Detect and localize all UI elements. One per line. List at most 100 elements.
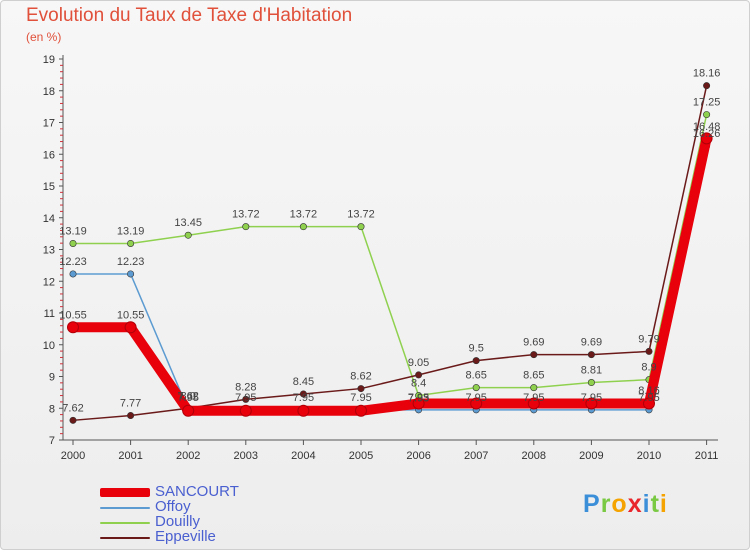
data-point-eppeville <box>415 371 423 379</box>
series-line-sancourt <box>68 133 712 416</box>
data-point-sancourt <box>182 404 195 417</box>
logo-letter: o <box>611 490 628 518</box>
data-label: 13.19 <box>117 225 145 237</box>
legend-item-sancourt: SANCOURT <box>100 484 340 500</box>
x-tick-label: 2000 <box>61 450 85 462</box>
data-point-douilly <box>357 223 365 231</box>
data-point-sancourt <box>239 404 252 417</box>
data-label: 9.69 <box>523 337 544 349</box>
y-tick-label: 19 <box>43 54 55 66</box>
data-point-sancourt <box>527 397 540 410</box>
data-label: 17.25 <box>693 97 721 109</box>
y-tick-label: 15 <box>43 181 55 193</box>
data-label: 10.55 <box>117 309 145 321</box>
data-label: 7.77 <box>120 398 141 410</box>
x-tick-label: 2010 <box>637 450 661 462</box>
data-point-eppeville <box>472 357 480 365</box>
data-label: 8.81 <box>581 365 602 377</box>
data-label: 9.5 <box>469 343 484 355</box>
data-label: 7.95 <box>350 392 371 404</box>
legend-label: SANCOURT <box>155 483 239 500</box>
data-label: 8.16 <box>638 385 659 397</box>
legend-swatch <box>100 488 150 497</box>
data-label: 8.65 <box>523 370 544 382</box>
y-tick-label: 16 <box>43 149 55 161</box>
data-label: 7.95 <box>465 392 486 404</box>
data-point-eppeville <box>530 351 538 359</box>
series-line-douilly <box>72 113 708 397</box>
data-point-sancourt <box>297 404 310 417</box>
legend-item-offoy: Offoy <box>100 499 340 515</box>
data-label: 13.72 <box>290 209 318 221</box>
data-label: 8.4 <box>411 378 426 390</box>
x-tick-label: 2006 <box>406 450 430 462</box>
chart-title: Evolution du Taux de Taxe d'Habitation <box>26 5 353 26</box>
data-label: 13.19 <box>59 225 87 237</box>
data-point-sancourt <box>643 397 655 410</box>
data-point-eppeville <box>242 395 250 403</box>
series-line-eppeville <box>72 84 708 422</box>
data-point-eppeville <box>299 390 307 398</box>
data-point-sancourt <box>585 397 598 410</box>
data-point-eppeville <box>357 385 365 393</box>
x-tick-label: 2004 <box>291 450 315 462</box>
data-label: 7.62 <box>177 390 198 402</box>
data-point-douilly <box>703 111 711 119</box>
data-label: 10.55 <box>59 309 87 321</box>
data-point-douilly <box>472 384 480 392</box>
data-label: 9.05 <box>408 357 429 369</box>
data-label: 7.95 <box>408 392 429 404</box>
data-label: 8.65 <box>465 370 486 382</box>
data-label: 16.26 <box>693 128 721 140</box>
series-line-offoy <box>72 145 708 411</box>
data-label: 12.23 <box>117 256 145 268</box>
legend-label: Offoy <box>155 498 191 515</box>
legend-item-eppeville: Eppeville <box>100 529 340 545</box>
data-label: 8.45 <box>293 376 314 388</box>
data-point-douilly <box>587 379 595 387</box>
data-label: 18.16 <box>693 68 721 80</box>
data-point-douilly <box>530 384 538 392</box>
data-point-douilly <box>242 223 250 231</box>
y-tick-label: 18 <box>43 86 55 98</box>
data-point-sancourt <box>124 321 137 334</box>
data-label: 7.95 <box>581 392 602 404</box>
logo-letter: i <box>642 490 651 518</box>
logo-letter: i <box>659 490 668 518</box>
data-label: 7.95 <box>638 392 659 404</box>
legend-label: Douilly <box>155 513 201 530</box>
logo-letter: r <box>600 490 612 518</box>
data-point-douilly <box>184 231 192 239</box>
x-tick-label: 2003 <box>234 450 258 462</box>
y-tick-label: 7 <box>49 435 55 447</box>
x-tick-label: 2005 <box>349 450 373 462</box>
data-point-sancourt <box>412 397 425 410</box>
y-tick-label: 8 <box>49 403 55 415</box>
data-point-eppeville <box>703 82 711 90</box>
data-point-offoy <box>69 270 77 278</box>
x-tick-label: 2007 <box>464 450 488 462</box>
data-label: 8.28 <box>235 381 256 393</box>
data-point-eppeville <box>127 412 135 420</box>
data-label: 8.0 <box>181 390 196 402</box>
chart-subtitle: (en %) <box>26 30 62 44</box>
data-point-sancourt <box>355 404 367 417</box>
x-tick-label: 2002 <box>176 450 200 462</box>
data-label: 7.95 <box>523 392 544 404</box>
data-label: 12.23 <box>59 256 87 268</box>
legend-swatch <box>100 522 150 524</box>
data-point-sancourt <box>700 132 713 145</box>
legend-swatch <box>100 507 150 509</box>
data-label: 13.72 <box>347 209 375 221</box>
data-label: 7.62 <box>62 402 83 414</box>
x-tick-label: 2001 <box>118 450 142 462</box>
legend-item-douilly: Douilly <box>100 514 340 530</box>
data-label: 16.48 <box>693 121 721 133</box>
y-tick-label: 11 <box>44 308 55 320</box>
data-label: 8.9 <box>641 362 656 374</box>
y-tick-label: 17 <box>43 118 55 130</box>
data-point-sancourt <box>470 397 483 410</box>
data-point-douilly <box>69 239 77 247</box>
data-label: 7.95 <box>235 392 256 404</box>
